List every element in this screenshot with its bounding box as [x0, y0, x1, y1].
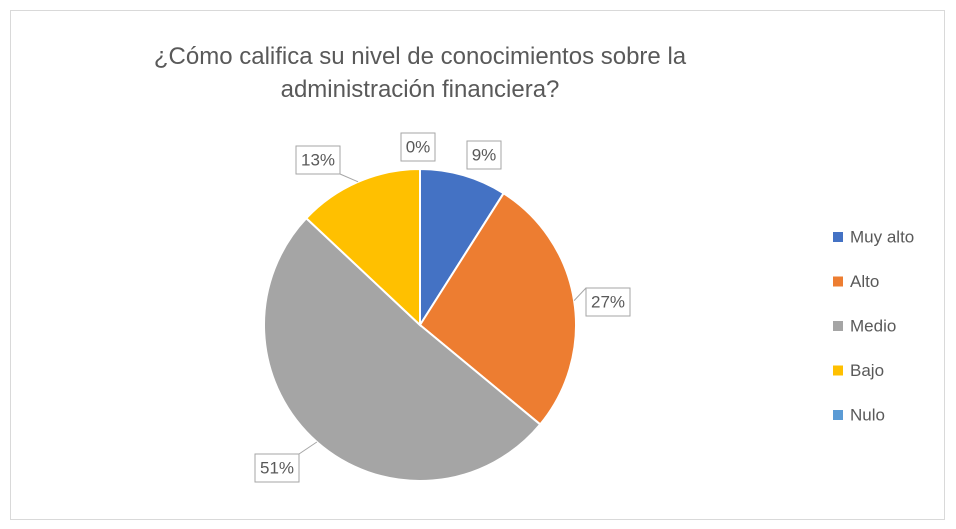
label-box	[466, 140, 502, 170]
legend-label: Alto	[850, 272, 879, 291]
data-label: 51%	[260, 458, 294, 477]
leader-line	[339, 173, 359, 183]
label-box	[585, 287, 631, 317]
legend-swatch	[833, 232, 843, 242]
label-box	[254, 453, 300, 483]
legend-label: Medio	[850, 316, 896, 335]
data-label: 9%	[472, 145, 497, 164]
legend-swatch	[833, 276, 843, 287]
legend-swatch	[833, 321, 843, 331]
legend-swatch	[833, 365, 843, 376]
legend-label: Bajo	[850, 361, 884, 380]
data-label: 27%	[591, 292, 625, 311]
data-label: 0%	[406, 137, 431, 156]
leader-line	[573, 287, 587, 301]
leader-line	[298, 441, 318, 455]
pie-slice	[263, 216, 542, 482]
legend-swatch	[833, 410, 843, 420]
legend-label: Nulo	[850, 405, 885, 424]
data-label: 13%	[301, 150, 335, 169]
pie-slice	[419, 167, 505, 329]
label-box	[400, 132, 436, 162]
legend-label: Muy alto	[850, 227, 914, 246]
chart-title: ¿Cómo califica su nivel de conocimientos…	[153, 43, 687, 103]
label-box	[295, 145, 341, 175]
pie-slice	[304, 167, 421, 328]
pie-slice	[418, 191, 577, 426]
